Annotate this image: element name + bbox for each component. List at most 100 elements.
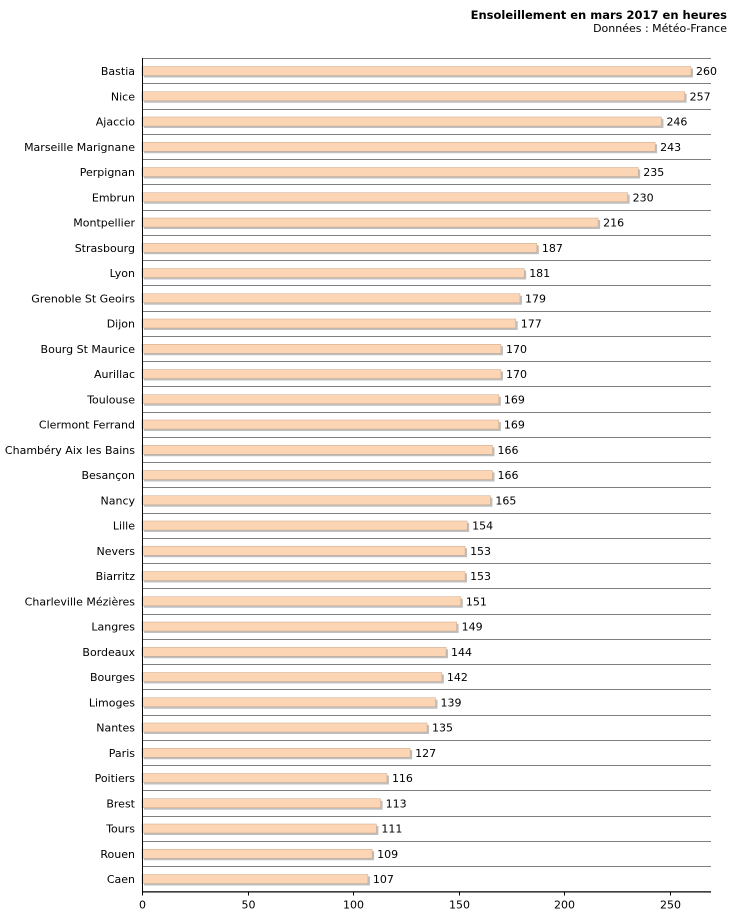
labels-layer: Bastia 260 Nice 257 Ajaccio 246 Marseille Mari… [5, 65, 717, 886]
category-label: Toulouse [86, 393, 135, 406]
bar [141, 823, 377, 834]
value-label: 149 [462, 621, 483, 634]
category-label: Rouen [100, 848, 135, 861]
value-label: 113 [386, 797, 407, 810]
axis-layer: 0 50 100 150 200 250 [139, 58, 711, 912]
bar [141, 874, 369, 884]
category-label: Paris [109, 747, 135, 760]
category-label: Nantes [96, 722, 135, 735]
category-label: Strasbourg [75, 242, 135, 255]
value-label: 169 [504, 393, 525, 406]
x-tick-label: 250 [660, 899, 681, 912]
value-label: 166 [498, 469, 519, 482]
bar [141, 419, 500, 430]
category-label: Caen [107, 873, 135, 886]
category-label: Nancy [101, 494, 136, 507]
category-label: Limoges [89, 696, 135, 709]
value-label: 165 [495, 494, 516, 507]
value-label: 216 [603, 217, 624, 230]
bar [141, 318, 516, 329]
bar [141, 621, 457, 632]
bar [141, 571, 466, 581]
value-label: 235 [643, 166, 664, 179]
value-label: 151 [466, 595, 487, 608]
value-label: 260 [696, 65, 717, 78]
value-label: 187 [542, 242, 563, 255]
category-label: Montpellier [73, 217, 135, 230]
x-tick-label: 100 [343, 899, 364, 912]
x-tick-label: 150 [449, 899, 470, 912]
value-label: 170 [506, 368, 527, 381]
category-label: Nevers [96, 545, 135, 558]
category-label: Langres [91, 621, 135, 634]
bar [141, 546, 466, 556]
bar [141, 268, 525, 278]
category-label: Brest [106, 797, 135, 810]
bar [141, 773, 388, 783]
value-label: 109 [377, 848, 398, 861]
category-label: Bourges [90, 671, 135, 684]
category-label: Marseille Marignane [24, 141, 135, 154]
value-label: 243 [660, 141, 681, 154]
value-label: 135 [432, 722, 453, 735]
category-label: Clermont Ferrand [39, 419, 135, 432]
x-tick-label: 0 [139, 899, 146, 912]
bar [141, 520, 468, 531]
value-label: 144 [451, 646, 472, 659]
bar [141, 394, 500, 404]
bar [141, 116, 662, 127]
category-label: Aurillac [94, 368, 135, 381]
value-label: 142 [447, 671, 468, 684]
category-label: Nice [111, 90, 135, 103]
category-label: Poitiers [95, 772, 136, 785]
bar [141, 849, 373, 859]
grid-layer [142, 58, 711, 892]
value-label: 257 [690, 90, 711, 103]
category-label: Bordeaux [82, 646, 135, 659]
bar [141, 722, 428, 733]
category-label: Bastia [101, 65, 135, 78]
category-label: Dijon [107, 318, 135, 331]
chart-subtitle: Données : Météo-France [593, 22, 727, 35]
value-label: 107 [373, 873, 394, 886]
bar [141, 748, 411, 758]
bar [141, 369, 502, 379]
category-label: Biarritz [96, 570, 136, 583]
x-tick-label: 200 [554, 899, 575, 912]
bars-layer [141, 66, 693, 886]
category-label: Lille [113, 520, 135, 533]
value-label: 169 [504, 419, 525, 432]
category-label: Ajaccio [96, 116, 135, 129]
bar [141, 798, 381, 808]
value-label: 116 [392, 772, 413, 785]
category-label: Charleville Mézières [25, 595, 136, 608]
value-label: 246 [666, 116, 687, 129]
bar [141, 672, 443, 682]
bar [141, 243, 538, 253]
bar [141, 445, 493, 455]
bar [141, 344, 502, 354]
value-label: 111 [381, 823, 402, 836]
value-label: 179 [525, 292, 546, 305]
value-label: 127 [415, 747, 436, 760]
x-tick-label: 50 [242, 899, 256, 912]
category-label: Perpignan [80, 166, 135, 179]
bar [141, 596, 462, 606]
value-label: 177 [521, 318, 542, 331]
category-label: Grenoble St Geoirs [31, 292, 135, 305]
bar [141, 293, 521, 303]
bar [141, 495, 491, 505]
value-label: 153 [470, 545, 491, 558]
bar [141, 192, 628, 202]
category-label: Chambéry Aix les Bains [5, 444, 135, 457]
bar [141, 91, 685, 101]
bar [141, 142, 656, 152]
bar [141, 66, 692, 76]
bar [141, 697, 436, 707]
value-label: 139 [441, 696, 462, 709]
category-label: Bourg St Maurice [41, 343, 136, 356]
value-label: 153 [470, 570, 491, 583]
category-label: Embrun [92, 191, 135, 204]
value-label: 181 [529, 267, 550, 280]
